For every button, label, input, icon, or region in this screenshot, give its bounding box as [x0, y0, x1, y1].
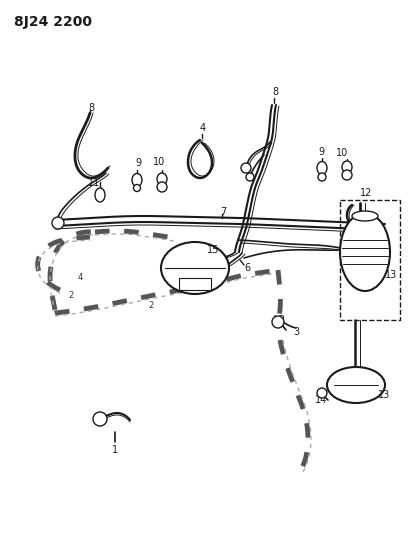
Ellipse shape: [161, 242, 229, 294]
Text: 2: 2: [68, 290, 73, 300]
Text: 14: 14: [315, 395, 327, 405]
Circle shape: [272, 316, 284, 328]
Text: 13: 13: [385, 270, 397, 280]
Text: 1: 1: [112, 445, 118, 455]
Ellipse shape: [318, 173, 326, 181]
Text: 9: 9: [318, 147, 324, 157]
Ellipse shape: [317, 161, 327, 174]
Bar: [179, 278, 211, 290]
Text: 8J24 2200: 8J24 2200: [14, 15, 92, 29]
Circle shape: [246, 173, 254, 181]
Ellipse shape: [157, 173, 167, 185]
Ellipse shape: [132, 174, 142, 187]
Text: 15: 15: [207, 245, 220, 255]
Circle shape: [157, 182, 167, 192]
Ellipse shape: [340, 213, 390, 291]
Text: 8: 8: [272, 87, 278, 97]
Text: 7: 7: [220, 207, 226, 217]
Text: 10: 10: [336, 148, 348, 158]
Text: 2: 2: [148, 302, 153, 311]
Ellipse shape: [342, 161, 352, 173]
Text: 3: 3: [293, 327, 299, 337]
Text: 6: 6: [244, 263, 250, 273]
Text: 4: 4: [200, 123, 206, 133]
Ellipse shape: [95, 188, 105, 202]
Bar: [340, 200, 400, 320]
Circle shape: [52, 217, 64, 229]
Text: 11: 11: [88, 178, 100, 188]
Ellipse shape: [327, 367, 385, 403]
Circle shape: [317, 388, 327, 398]
Text: 8: 8: [88, 103, 94, 113]
Text: 2: 2: [278, 315, 284, 325]
Text: 13: 13: [378, 390, 390, 400]
Circle shape: [342, 170, 352, 180]
Text: 4: 4: [78, 273, 83, 282]
Text: 5: 5: [178, 281, 184, 291]
Text: 9: 9: [135, 158, 141, 168]
Text: 12: 12: [360, 188, 373, 198]
Text: 10: 10: [153, 157, 165, 167]
Circle shape: [93, 412, 107, 426]
Ellipse shape: [352, 211, 378, 221]
Circle shape: [241, 163, 251, 173]
Ellipse shape: [133, 184, 140, 191]
